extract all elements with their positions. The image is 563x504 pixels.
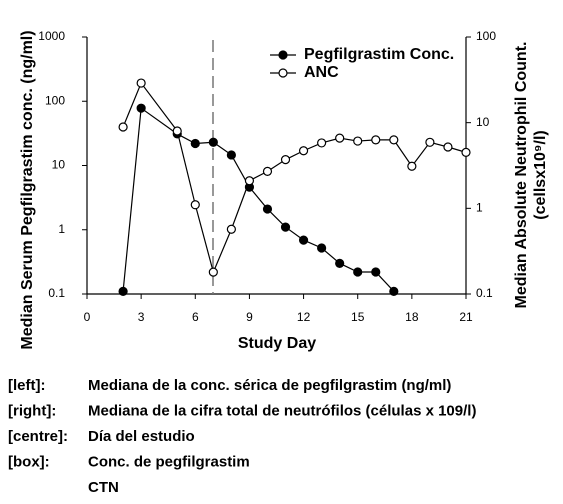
- marker: [353, 136, 363, 146]
- marker: [353, 267, 363, 277]
- marker: [118, 122, 128, 132]
- series-line: [122, 107, 395, 292]
- x-tick-label: 9: [246, 310, 253, 324]
- note-key: [left]:: [8, 377, 46, 394]
- note-text: Mediana de la conc. sérica de pegfilgras…: [88, 377, 451, 394]
- y-tick-label: 100: [45, 93, 65, 107]
- note-key: [centre]:: [8, 428, 68, 445]
- y2-tick-label: 0.1: [476, 286, 493, 300]
- y-tick-label: 10: [52, 158, 66, 172]
- marker: [226, 224, 236, 234]
- x-tick-label: 12: [297, 310, 311, 324]
- marker: [389, 135, 399, 145]
- marker: [335, 258, 345, 268]
- marker: [244, 176, 255, 186]
- y2-tick-label: 10: [476, 115, 490, 129]
- note-text: Mediana de la cifra total de neutrófilos…: [88, 402, 476, 419]
- marker: [208, 137, 218, 147]
- x-tick-label: 15: [351, 310, 365, 324]
- legend-label: ANC: [304, 64, 339, 81]
- marker: [443, 142, 453, 152]
- marker: [262, 204, 273, 214]
- y-tick-label: 1000: [38, 29, 65, 43]
- note-text: Conc. de pegfilgrastim: [88, 453, 250, 470]
- y2-axis-label: (cellsx10⁹/l): [532, 130, 549, 219]
- note-text: Día del estudio: [88, 428, 195, 445]
- series-line: [122, 81, 467, 274]
- marker: [262, 166, 273, 176]
- marker: [317, 243, 327, 253]
- y-axis-label: Median Serum Pegfilgrastim conc. (ng/ml): [19, 30, 36, 349]
- y2-tick-label: 100: [476, 29, 496, 43]
- marker: [280, 155, 291, 165]
- y2-tick-label: 1: [476, 201, 483, 215]
- marker: [425, 137, 435, 147]
- marker: [172, 126, 182, 136]
- x-tick-label: 21: [459, 310, 473, 324]
- marker: [461, 147, 471, 157]
- x-tick-label: 0: [84, 310, 91, 324]
- x-axis-label: Study Day: [238, 335, 316, 352]
- marker: [371, 135, 381, 145]
- marker: [389, 286, 399, 296]
- marker: [317, 138, 327, 148]
- marker: [190, 138, 200, 149]
- marker: [278, 68, 288, 78]
- marker: [208, 267, 218, 277]
- legend-label: Pegfilgrastim Conc.: [304, 46, 454, 63]
- marker: [136, 78, 146, 88]
- marker: [407, 161, 417, 171]
- marker: [190, 200, 200, 210]
- marker: [335, 133, 345, 143]
- marker: [278, 50, 288, 60]
- note-text: CTN: [88, 479, 119, 496]
- note-key: [box]:: [8, 453, 50, 470]
- marker: [118, 286, 128, 296]
- marker: [226, 150, 236, 160]
- x-tick-label: 18: [405, 310, 419, 324]
- y-tick-label: 1: [58, 222, 65, 236]
- marker: [136, 103, 146, 113]
- y-tick-label: 0.1: [48, 286, 65, 300]
- note-key: [right]:: [8, 402, 56, 419]
- y2-axis-label: Median Absolute Neutrophil Count.: [513, 42, 530, 309]
- x-tick-label: 6: [192, 310, 199, 324]
- x-tick-label: 3: [138, 310, 145, 324]
- marker: [298, 235, 309, 245]
- marker: [298, 146, 309, 156]
- marker: [280, 222, 291, 232]
- marker: [371, 267, 381, 277]
